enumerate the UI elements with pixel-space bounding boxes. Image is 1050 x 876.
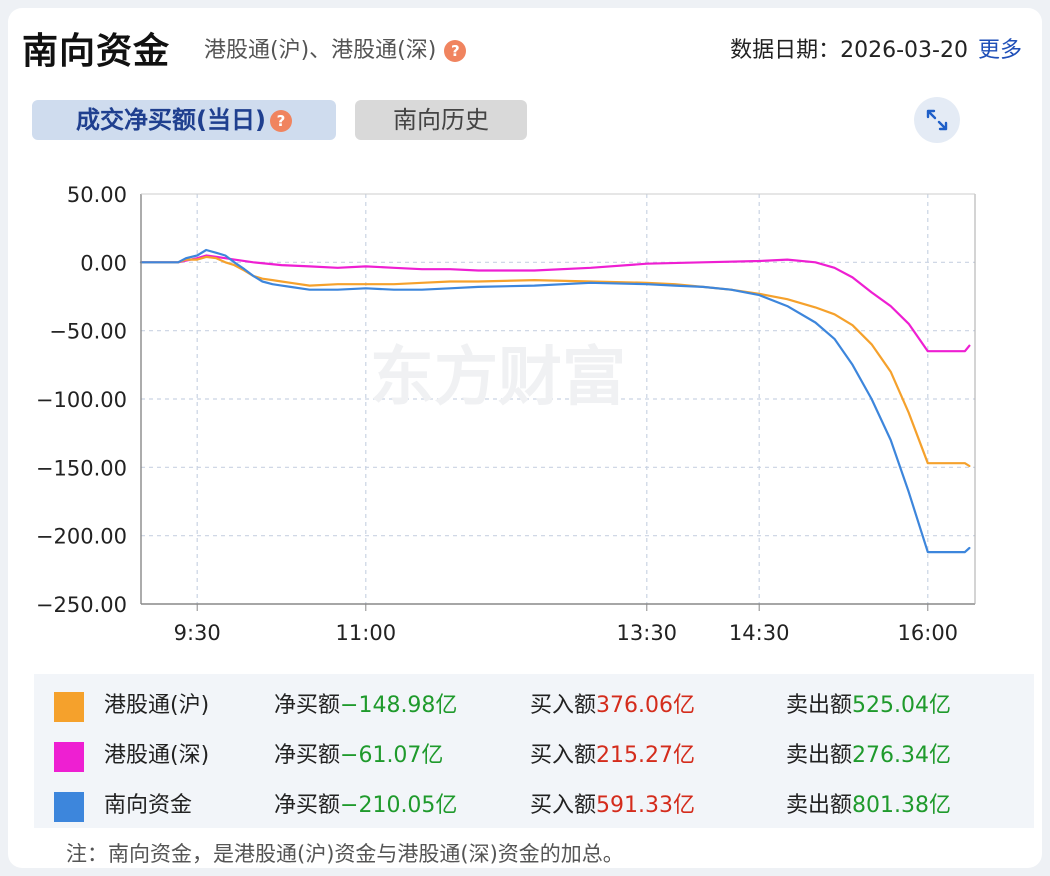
sell-value: 卖出额276.34亿 (786, 731, 951, 781)
footnote: 注：南向资金，是港股通(沪)资金与港股通(深)资金的加总。 (66, 842, 624, 866)
series-line-1 (139, 254, 971, 353)
tab-net-buy-label: 成交净买额(当日) (76, 106, 266, 134)
series-line-0 (139, 255, 971, 468)
page-title: 南向资金 (22, 31, 171, 72)
expand-icon (926, 109, 948, 131)
series-line-2 (139, 248, 971, 554)
legend-name: 港股通(沪) (104, 693, 210, 718)
legend-panel: 港股通(沪) 净买额−148.98亿 买入额376.06亿 卖出额525.04亿… (34, 674, 1034, 828)
buy-value: 买入额215.27亿 (530, 731, 695, 781)
legend-row-total: 南向资金 净买额−210.05亿 买入额591.33亿 卖出额801.38亿 (34, 781, 1034, 831)
y-tick-label: −150.00 (36, 456, 127, 480)
southbound-card: 南向资金 港股通(沪)、港股通(深)? 数据日期：2026-03-20 更多 成交… (8, 8, 1042, 868)
net-buy-value: 净买额−61.07亿 (274, 731, 443, 781)
data-date: 数据日期：2026-03-20 更多 (730, 32, 1022, 64)
date-value: 2026-03-20 (840, 38, 968, 63)
buy-value: 买入额591.33亿 (530, 781, 695, 831)
legend-row-sz: 港股通(深) 净买额−61.07亿 买入额215.27亿 卖出额276.34亿 (34, 731, 1034, 781)
page-subtitle: 港股通(沪)、港股通(深)? (204, 32, 467, 64)
legend-swatch (54, 792, 84, 822)
tab-southbound-history[interactable]: 南向历史 (355, 100, 527, 140)
x-tick-label: 16:00 (898, 621, 959, 645)
help-icon[interactable]: ? (269, 110, 292, 132)
y-tick-label: −200.00 (36, 525, 127, 549)
y-tick-label: −100.00 (36, 388, 127, 412)
legend-row-sh: 港股通(沪) 净买额−148.98亿 买入额376.06亿 卖出额525.04亿 (34, 681, 1034, 731)
watermark-text: 东方财富 (370, 341, 626, 415)
help-icon[interactable]: ? (444, 40, 467, 62)
sell-label: 卖出额 (786, 793, 853, 818)
net-buy-chart: 东方财富 50.00 0.00 −50.00 −100.00 −150.00 −200.0… (36, 183, 976, 645)
x-tick-label: 13:30 (617, 621, 678, 645)
buy-value: 买入额376.06亿 (530, 681, 695, 731)
expand-button[interactable] (914, 97, 960, 143)
sell-amount: 525.04亿 (852, 693, 951, 718)
net-buy-value: 净买额−148.98亿 (274, 681, 457, 731)
date-label: 数据日期： (730, 38, 841, 63)
buy-amount: 591.33亿 (596, 793, 695, 818)
x-tick-label: 14:30 (729, 621, 790, 645)
buy-label: 买入额 (530, 743, 597, 768)
sell-value: 卖出额525.04亿 (786, 681, 951, 731)
net-buy-label: 净买额 (274, 743, 341, 768)
buy-label: 买入额 (530, 693, 597, 718)
sell-amount: 801.38亿 (852, 793, 951, 818)
more-link[interactable]: 更多 (977, 38, 1022, 63)
net-buy-amount: −148.98亿 (340, 693, 458, 718)
y-tick-label: 50.00 (67, 183, 127, 207)
tab-history-label: 南向历史 (393, 106, 489, 134)
buy-amount: 376.06亿 (596, 693, 695, 718)
net-buy-value: 净买额−210.05亿 (274, 781, 457, 831)
tab-net-buy-today[interactable]: 成交净买额(当日)? (32, 100, 336, 140)
net-buy-label: 净买额 (274, 693, 341, 718)
x-tick-label: 9:30 (174, 621, 221, 645)
sell-amount: 276.34亿 (852, 743, 951, 768)
net-buy-amount: −61.07亿 (340, 743, 444, 768)
x-tick-label: 11:00 (336, 621, 397, 645)
legend-name: 港股通(深) (104, 743, 210, 768)
sell-value: 卖出额801.38亿 (786, 781, 951, 831)
sell-label: 卖出额 (786, 743, 853, 768)
legend-swatch (54, 692, 84, 722)
net-buy-amount: −210.05亿 (340, 793, 458, 818)
buy-amount: 215.27亿 (596, 743, 695, 768)
sell-label: 卖出额 (786, 693, 853, 718)
y-tick-label: −50.00 (49, 320, 127, 344)
legend-name: 南向资金 (104, 793, 193, 818)
buy-label: 买入额 (530, 793, 597, 818)
legend-swatch (54, 742, 84, 772)
net-buy-label: 净买额 (274, 793, 341, 818)
subtitle-text: 港股通(沪)、港股通(深) (204, 38, 437, 63)
y-tick-label: −250.00 (36, 593, 127, 617)
y-tick-label: 0.00 (80, 251, 127, 275)
